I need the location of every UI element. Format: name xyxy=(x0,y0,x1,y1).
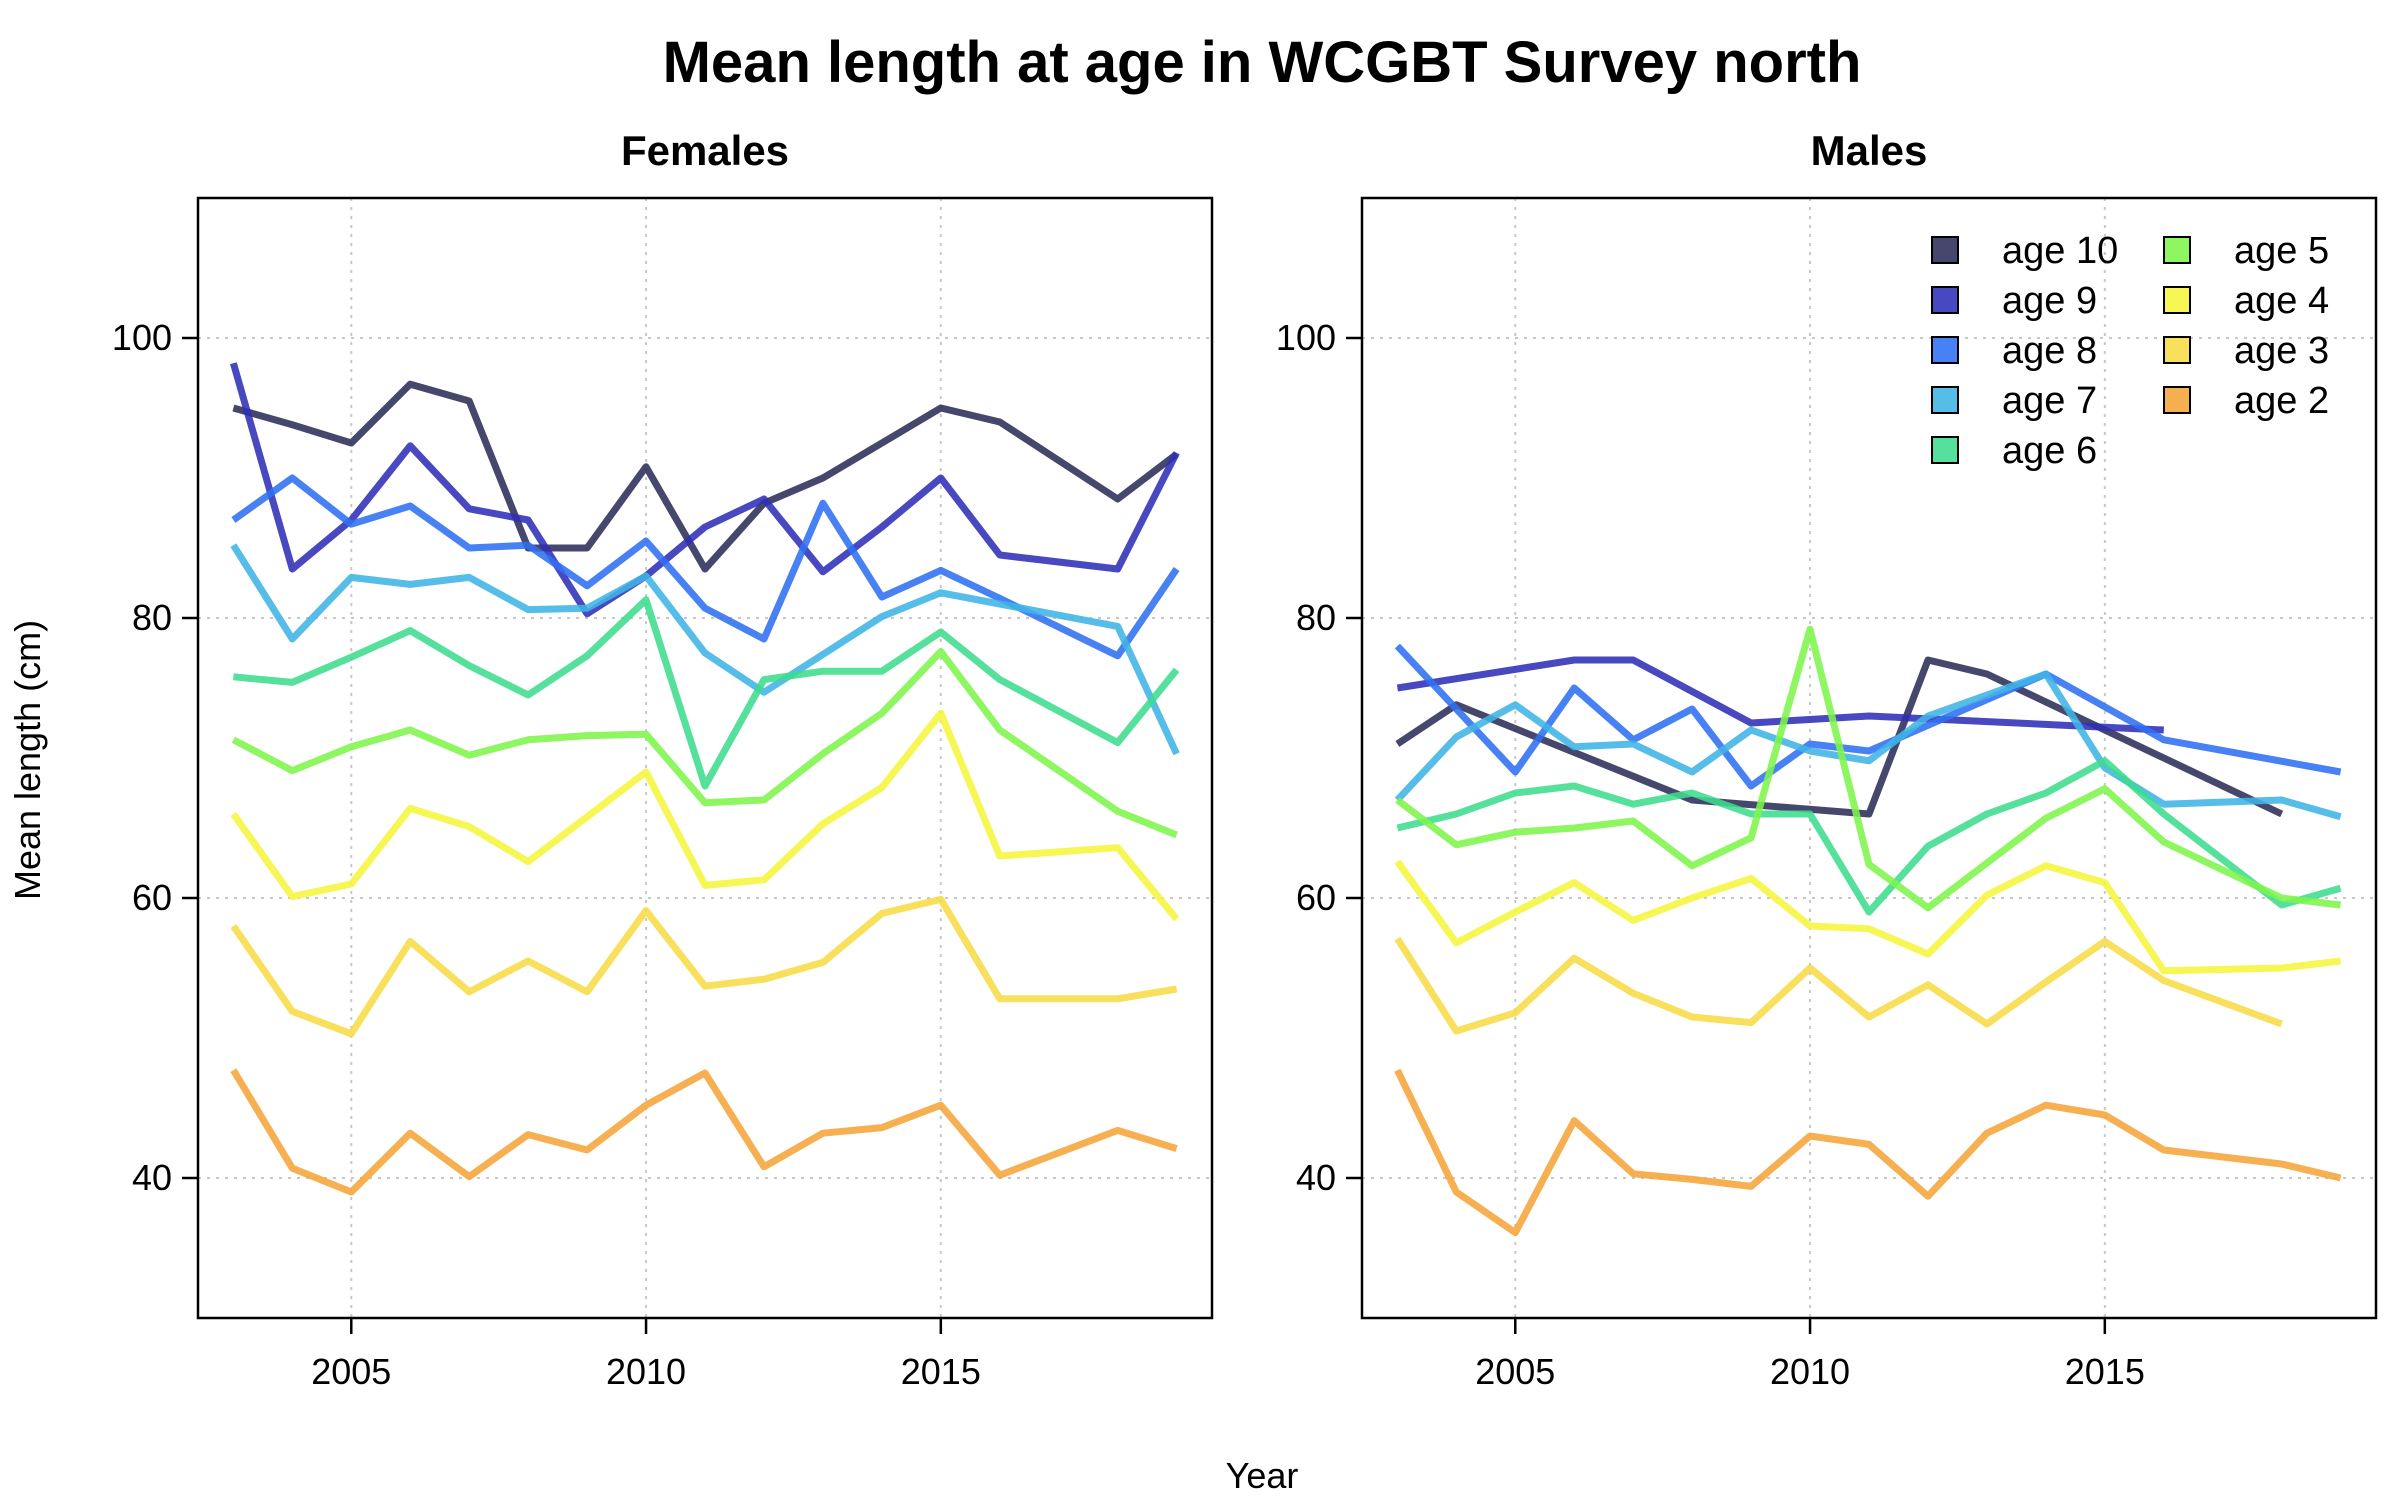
chart-title: Mean length at age in WCGBT Survey north xyxy=(663,30,1862,95)
legend-label: age 2 xyxy=(2234,380,2329,422)
legend-swatch xyxy=(2163,286,2191,314)
plot-frame xyxy=(196,196,1214,1320)
legend-label: age 10 xyxy=(2002,230,2118,272)
y-tick-label: 80 xyxy=(1296,597,1336,638)
legend-swatch xyxy=(2163,336,2191,364)
series-line-age-3 xyxy=(230,895,1178,1038)
legend-label: age 3 xyxy=(2234,330,2329,372)
panel-1: Females 2005 2010 2015 40 60 80 100 xyxy=(112,127,1214,1392)
legend: age 10 age 9 age 8 age 7 age 6 age 5 age 4 age … xyxy=(1931,230,2329,472)
legend-label: age 6 xyxy=(2002,430,2097,472)
x-tick-label: 2015 xyxy=(901,1351,981,1392)
legend-swatch xyxy=(1931,336,1959,364)
series-line-age-9 xyxy=(1396,656,2164,734)
x-tick-label: 2015 xyxy=(2065,1351,2145,1392)
x-tick-label: 2005 xyxy=(1475,1351,1555,1392)
legend-swatch xyxy=(1931,436,1959,464)
y-axis-label: Mean length (cm) xyxy=(7,620,48,900)
series-line-age-5 xyxy=(1395,625,2342,912)
panels-group: Females 2005 2010 2015 40 60 80 100 Males 2005 201… xyxy=(112,127,2378,1392)
legend-item: age 2 xyxy=(2163,380,2329,422)
legend-label: age 9 xyxy=(2002,280,2097,322)
legend-swatch xyxy=(1931,286,1959,314)
series-line-age-3 xyxy=(1394,936,2283,1035)
panel-title: Males xyxy=(1811,127,1928,174)
legend-item: age 4 xyxy=(2163,280,2329,322)
legend-item: age 5 xyxy=(2163,230,2329,272)
series-line-age-10 xyxy=(232,380,1179,573)
legend-label: age 4 xyxy=(2234,280,2329,322)
legend-swatch xyxy=(2163,236,2191,264)
y-tick-label: 100 xyxy=(112,317,172,358)
y-tick-label: 80 xyxy=(132,597,172,638)
legend-label: age 7 xyxy=(2002,380,2097,422)
series-line-age-7 xyxy=(230,543,1180,756)
series-line-age-6 xyxy=(1396,757,2342,916)
x-tick-label: 2005 xyxy=(311,1351,391,1392)
legend-item: age 9 xyxy=(1931,280,2097,322)
x-tick-label: 2010 xyxy=(1770,1351,1850,1392)
plot-frame xyxy=(1360,196,2378,1320)
x-tick-label: 2010 xyxy=(606,1351,686,1392)
y-tick-label: 100 xyxy=(1276,317,1336,358)
series-line-age-6 xyxy=(233,596,1180,790)
series-line-age-9 xyxy=(230,362,1180,618)
y-tick-label: 60 xyxy=(132,877,172,918)
legend-item: age 8 xyxy=(1931,330,2097,372)
legend-swatch xyxy=(2163,386,2191,414)
legend-label: age 8 xyxy=(2002,330,2097,372)
series-line-age-2 xyxy=(1394,1068,2342,1237)
series-line-age-4 xyxy=(1394,859,2342,975)
legend-label: age 5 xyxy=(2234,230,2329,272)
y-tick-label: 60 xyxy=(1296,877,1336,918)
legend-swatch xyxy=(1931,386,1959,414)
series-line-age-2 xyxy=(230,1068,1178,1196)
series-line-age-8 xyxy=(231,474,1180,660)
legend-item: age 10 xyxy=(1931,230,2118,272)
y-tick-label: 40 xyxy=(132,1157,172,1198)
series-line-age-5 xyxy=(231,648,1178,839)
y-tick-label: 40 xyxy=(1296,1157,1336,1198)
legend-swatch xyxy=(1931,236,1959,264)
legend-item: age 7 xyxy=(1931,380,2097,422)
legend-item: age 3 xyxy=(2163,330,2329,372)
panel-title: Females xyxy=(621,127,789,174)
legend-item: age 6 xyxy=(1931,430,2097,472)
x-axis-label: Year xyxy=(1226,1455,1299,1496)
panel-2: Males 2005 2010 2015 40 60 80 100 xyxy=(1276,127,2378,1392)
series-line-age-4 xyxy=(230,709,1180,922)
